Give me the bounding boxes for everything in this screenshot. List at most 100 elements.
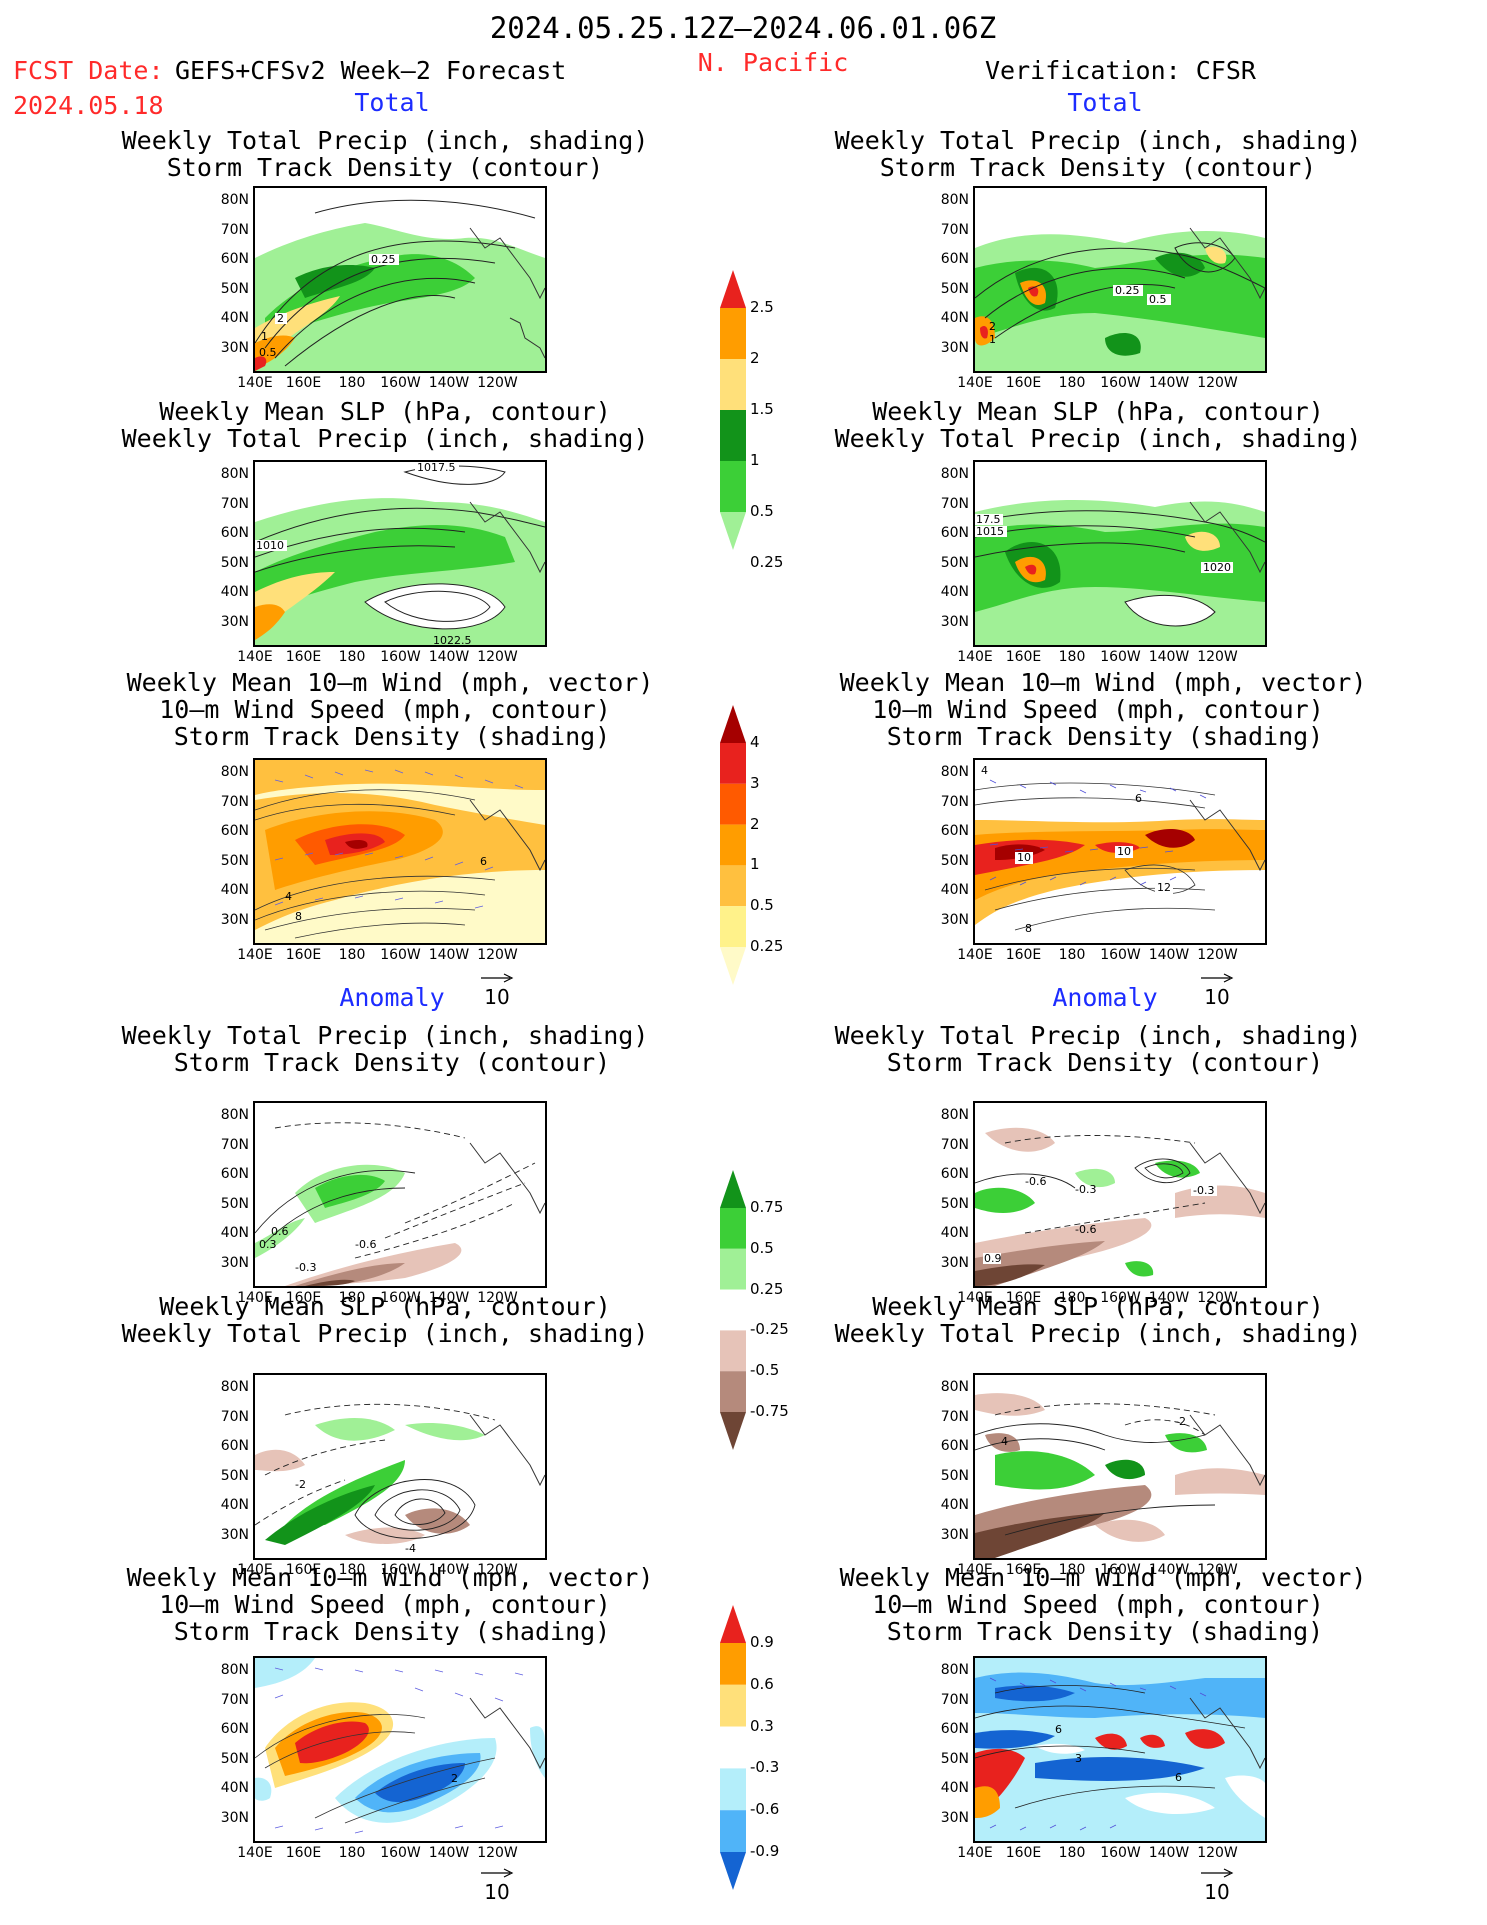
section-anomaly-left: Anomaly	[339, 983, 445, 1012]
lat-tick-label: 30N	[220, 339, 249, 356]
colorbar-label: 1	[750, 855, 760, 874]
lon-tick-label: 140E	[957, 375, 993, 391]
lon-tick-label: 120W	[477, 1290, 518, 1306]
lon-tick-label: 160E	[285, 649, 322, 665]
lon-tick-label: 140E	[237, 1562, 273, 1578]
lon-tick-label: 160W	[380, 1845, 421, 1861]
lon-tick-label: 160W	[1100, 947, 1141, 963]
lat-tick-label: 30N	[220, 613, 249, 630]
lon-tick-label: 120W	[1197, 947, 1238, 963]
lon-tick-label: 140E	[237, 1845, 273, 1861]
section-anomaly-right: Anomaly	[1052, 983, 1158, 1012]
lon-tick-label: 140E	[957, 649, 993, 665]
contour-label: 0.3	[259, 1238, 277, 1251]
lat-tick-label: 50N	[940, 1750, 969, 1767]
map-panel-wind-storm-verification: 4 10 10 12 8 6	[973, 758, 1267, 945]
contour-label: 3	[1075, 1752, 1082, 1765]
lat-tick-label: 70N	[940, 495, 969, 512]
colorbar-swatch	[720, 461, 746, 512]
lat-tick-label: 40N	[940, 584, 969, 600]
title-p3-l2: Weekly Total Precip (inch, shading)	[121, 424, 649, 453]
lon-tick-label: 160W	[380, 649, 421, 665]
map-panel-wind-storm-forecast: 4 6 8	[253, 758, 547, 945]
colorbar-swatch	[720, 270, 746, 308]
lat-tick-label: 70N	[220, 1691, 249, 1708]
colorbar-label: 0.25	[750, 553, 784, 571]
colorbar-swatch	[720, 865, 746, 907]
lat-tick-label: 30N	[220, 1254, 249, 1271]
title-p11-l3: Storm Track Density (shading)	[173, 1617, 611, 1646]
map-panel-slp-precip-anomaly-forecast: -2 -4	[253, 1373, 547, 1560]
title-p12-l3: Storm Track Density (shading)	[886, 1617, 1324, 1646]
lat-tick-label: 30N	[220, 911, 249, 928]
contour-label: 0.25	[1115, 284, 1140, 297]
lon-tick-label: 120W	[477, 649, 518, 665]
lat-tick-label: 80N	[220, 192, 249, 208]
contour-label: -0.6	[1075, 1223, 1096, 1236]
colorbar-precip-total: 2.5 2 1.5 1 0.5 0.25	[720, 270, 783, 570]
vector-reference-p12: 10	[1200, 1860, 1234, 1904]
lon-tick-label: 160E	[1005, 375, 1042, 391]
lon-tick-label: 140W	[1148, 375, 1190, 391]
lon-tick-label: 140W	[1148, 649, 1190, 665]
lon-tick-label: 140W	[1148, 947, 1190, 963]
lat-tick-label: 50N	[940, 280, 969, 297]
lon-tick-label: 180	[1058, 1562, 1086, 1578]
contour-label: 4	[981, 764, 988, 777]
contour-label: 1022.5	[433, 634, 472, 645]
lat-tick-label: 30N	[220, 1526, 249, 1543]
verification-label: Verification: CFSR	[985, 56, 1256, 85]
lat-tick-label: 60N	[940, 1721, 969, 1737]
colorbar-swatch	[720, 1810, 746, 1852]
region-label: N. Pacific	[697, 48, 849, 77]
lon-tick-label: 120W	[1197, 375, 1238, 391]
lat-tick-label: 50N	[940, 554, 969, 571]
title-p11-l2: 10–m Wind Speed (mph, contour)	[159, 1590, 611, 1619]
contour-label: 6	[1175, 1771, 1182, 1784]
lon-tick-label: 140W	[428, 1845, 470, 1861]
colorbar-label: -0.6	[750, 1800, 780, 1819]
colorbar-swatch	[720, 1248, 746, 1290]
contour-label: 0.6	[271, 1225, 289, 1238]
lon-tick-label: 160E	[285, 947, 322, 963]
contour-label: -0.6	[355, 1238, 376, 1251]
lon-tick-label: 120W	[477, 1562, 518, 1578]
lon-tick-label: 180	[338, 649, 366, 665]
title-p8-l1: Weekly Total Precip (inch, shading)	[834, 1021, 1362, 1050]
title-p12-l1: Weekly Mean 10–m Wind (mph, vector)	[839, 1563, 1367, 1592]
contour-label: 1017.5	[417, 462, 456, 474]
colorbar-swatch	[720, 1208, 746, 1249]
lon-tick-label: 140E	[237, 649, 273, 665]
colorbar-swatch	[720, 410, 746, 461]
colorbar-swatch	[720, 783, 746, 825]
lat-tick-label: 40N	[940, 1225, 969, 1241]
map-panel-precip-storm-forecast: 0.25 2 1 0.5	[253, 186, 547, 373]
lat-tick-label: 60N	[940, 1166, 969, 1182]
lat-tick-label: 40N	[940, 310, 969, 326]
lat-tick-label: 60N	[940, 1438, 969, 1454]
title-p1-l2: Storm Track Density (contour)	[166, 153, 604, 182]
colorbar-swatch	[720, 824, 746, 866]
contour-label: 8	[295, 910, 302, 923]
lat-tick-label: 60N	[220, 1721, 249, 1737]
lat-tick-label: 80N	[220, 466, 249, 482]
contour-label: -0.3	[1075, 1183, 1096, 1196]
lat-tick-label: 70N	[220, 1408, 249, 1425]
contour-label: -0.3	[1193, 1184, 1214, 1197]
title-p2-l1: Weekly Total Precip (inch, shading)	[834, 126, 1362, 155]
lat-tick-label: 50N	[220, 554, 249, 571]
colorbar-swatch	[720, 512, 746, 550]
colorbar-precip-anomaly: 0.75 0.5 0.25 -0.25 -0.5 -0.75	[720, 1170, 789, 1450]
lat-tick-label: 40N	[220, 1780, 249, 1796]
lat-tick-label: 70N	[220, 221, 249, 238]
lat-tick-label: 40N	[220, 1497, 249, 1513]
title-p7-l2: Storm Track Density (contour)	[173, 1048, 611, 1077]
lon-tick-label: 140W	[428, 1562, 470, 1578]
section-total-right: Total	[1067, 88, 1143, 117]
contour-label: 12	[1157, 881, 1171, 894]
contour-label: 6	[480, 855, 487, 868]
lat-tick-label: 80N	[220, 1662, 249, 1678]
lon-tick-label: 180	[1058, 947, 1086, 963]
contour-label: 2	[451, 1772, 458, 1785]
lon-tick-label: 160W	[380, 1562, 421, 1578]
